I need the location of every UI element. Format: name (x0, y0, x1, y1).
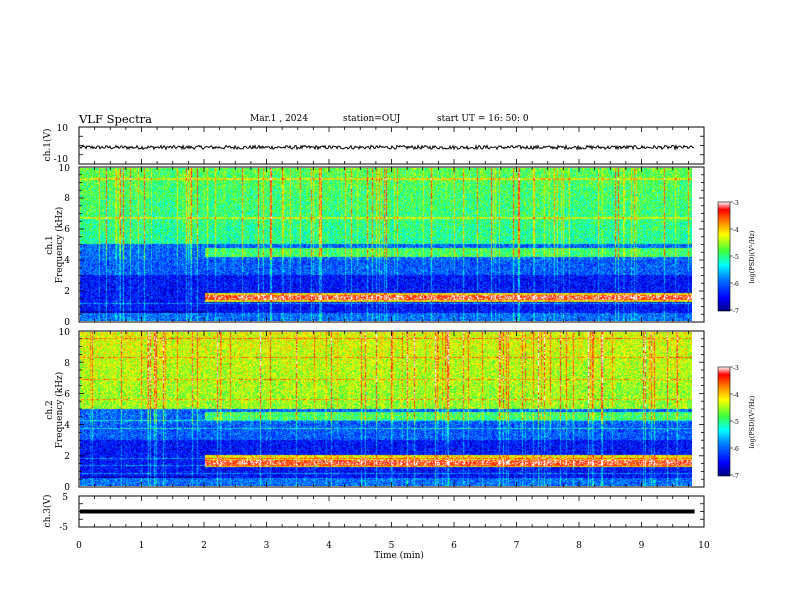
ch2-freq-tick-6: 6 (64, 390, 70, 400)
start-time-label: start UT = 16: 50: 0 (437, 114, 529, 124)
ch3-waveform-panel: 5 -5 ch.3(V) (42, 493, 705, 533)
ch2-colorbar: -3 -4 -5 -6 -7 log(PSD)(V²/Hz) (717, 365, 756, 480)
ch1-spectrogram-image (80, 168, 692, 321)
time-tick-label-8: 8 (576, 541, 582, 551)
time-tick-label-7: 7 (514, 541, 520, 551)
ch1-colorbar-tick-4: -4 (733, 227, 739, 234)
time-tick-label-0: 0 (76, 541, 82, 551)
ch1-freq-tick-0: 0 (64, 318, 70, 328)
time-tick-label-2: 2 (201, 541, 207, 551)
time-tick-label-10: 10 (698, 541, 710, 551)
ch1-freq-tick-10: 10 (59, 164, 71, 174)
ch1-freq-tick-4: 4 (64, 256, 70, 266)
ch3-ytick-bottom: -5 (59, 523, 68, 533)
ch1-colorbar: -3 -4 -5 -6 -7 log(PSD)(V²/Hz) (717, 200, 756, 315)
ch2-colorbar-tick-6: -6 (733, 446, 739, 453)
ch2-colorbar-label: log(PSD)(V²/Hz) (748, 395, 756, 448)
ch2-spectrogram-ylabel: ch.2Frequency (kHz) (45, 372, 65, 449)
time-tick-label-4: 4 (326, 541, 332, 551)
ch1-colorbar-tick-3: -3 (733, 200, 739, 207)
ch2-colorbar-ticks (730, 366, 733, 476)
ch2-colorbar-gradient (717, 366, 731, 477)
ch3-ytick-top: 5 (62, 493, 68, 503)
station-label: station=OUJ (343, 114, 401, 124)
ch1-spectrogram-panel: 0 2 4 6 8 10 ch.1Frequency (kHz) (45, 164, 705, 328)
ch1-ylabel-line1: ch.1 (45, 235, 55, 254)
ch1-colorbar-gradient (717, 201, 731, 312)
ch2-freq-tick-0: 0 (64, 483, 70, 493)
date-label: Mar.1 , 2024 (250, 114, 308, 124)
ch2-freq-tick-2: 2 (64, 452, 70, 462)
ch1-waveform-panel: 10 -10 ch.1(V) (42, 124, 705, 165)
ch1-ytick-top: 10 (57, 124, 69, 134)
ch2-spectrogram-panel: 0 2 4 6 8 10 ch.2Frequency (kHz) (45, 328, 705, 493)
ch2-colorbar-tick-4: -4 (733, 392, 739, 399)
ch1-freq-tick-2: 2 (64, 287, 70, 297)
ch1-waveform-trace (79, 143, 695, 152)
ch3-waveform-ticks (78, 495, 705, 528)
ch2-freq-tick-8: 8 (64, 359, 70, 369)
ch1-ylabel-line2: Frequency (kHz) (54, 207, 65, 284)
time-tick-label-1: 1 (139, 541, 145, 551)
time-tick-label-5: 5 (389, 541, 395, 551)
time-tick-label-3: 3 (264, 541, 270, 551)
ch1-colorbar-tick-7: -7 (733, 308, 739, 315)
ch1-waveform-ticks (78, 126, 705, 165)
ch2-spectrogram-ticks (78, 330, 705, 488)
ch1-colorbar-tick-5: -5 (733, 254, 739, 261)
ch2-freq-tick-10: 10 (59, 328, 71, 338)
ch1-waveform-frame (78, 126, 705, 165)
time-tick-label-6: 6 (451, 541, 457, 551)
ch2-colorbar-tick-3: -3 (733, 365, 739, 372)
ch1-ytick-bottom: -10 (54, 155, 69, 165)
ch2-colorbar-tick-7: -7 (733, 473, 739, 480)
ch1-colorbar-label: log(PSD)(V²/Hz) (748, 230, 756, 283)
time-axis-tick-labels: 0 1 2 3 4 5 6 7 8 9 10 (76, 541, 710, 551)
time-axis-label: Time (min) (374, 550, 424, 561)
ch2-ylabel-line2: Frequency (kHz) (54, 372, 65, 449)
ch2-spectrogram-image (80, 332, 692, 486)
ch1-waveform-ylabel: ch.1(V) (42, 129, 53, 162)
ch1-colorbar-ticks (730, 201, 733, 311)
ch2-freq-tick-4: 4 (64, 421, 70, 431)
ch1-freq-tick-8: 8 (64, 194, 70, 204)
ch3-waveform-ylabel: ch.3(V) (42, 495, 53, 528)
ch1-spectrogram-ylabel: ch.1Frequency (kHz) (45, 207, 65, 284)
time-tick-label-9: 9 (639, 541, 645, 551)
ch2-ylabel-line1: ch.2 (45, 400, 55, 419)
ch1-spectrogram-ticks (78, 166, 705, 323)
ch1-colorbar-tick-6: -6 (733, 281, 739, 288)
chart-title: VLF Spectra (79, 112, 153, 126)
ch1-freq-tick-6: 6 (64, 225, 70, 235)
ch2-colorbar-tick-5: -5 (733, 419, 739, 426)
